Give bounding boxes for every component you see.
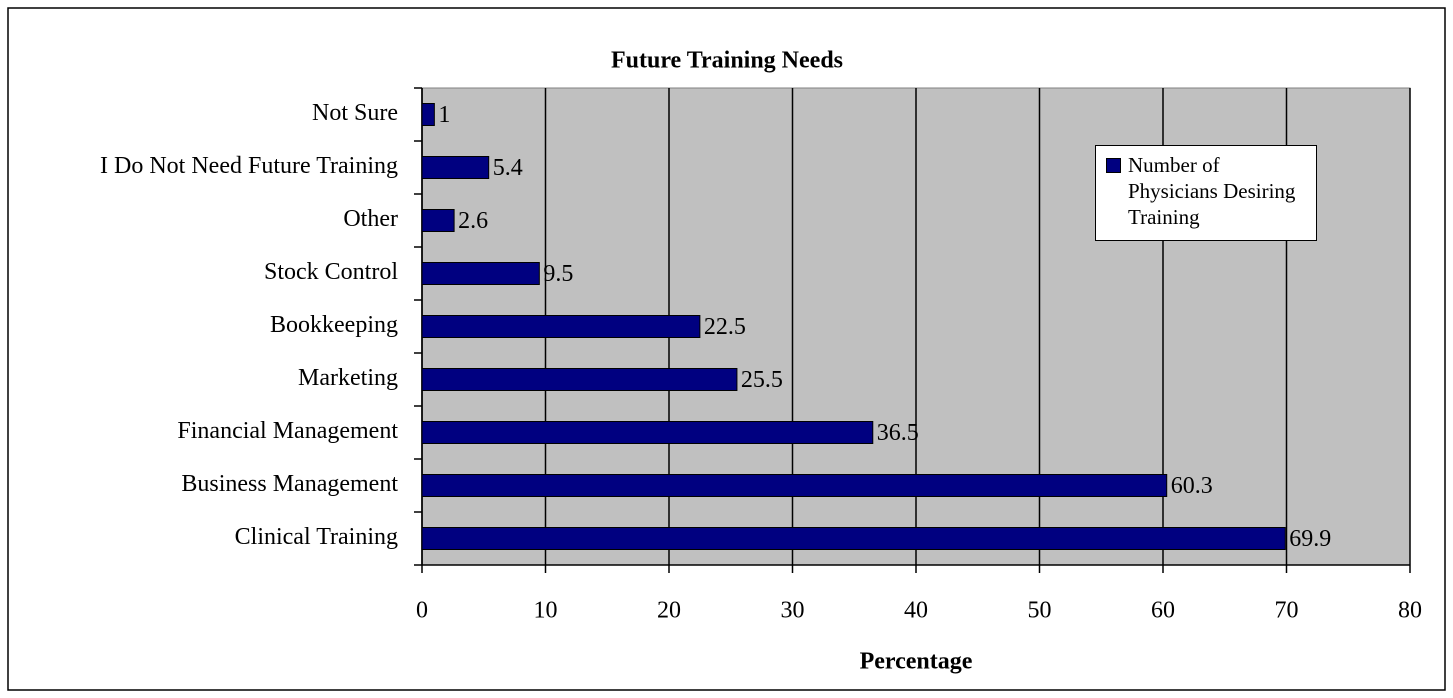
y-tick-label: Clinical Training <box>235 524 398 550</box>
x-tick-label: 30 <box>781 598 805 624</box>
x-tick-label: 50 <box>1028 598 1052 624</box>
x-tick-label: 60 <box>1151 598 1175 624</box>
y-tick-label: Business Management <box>181 471 398 497</box>
data-label: 69.9 <box>1289 526 1331 552</box>
legend-key <box>1106 158 1121 173</box>
y-tick-label: Other <box>343 206 398 232</box>
bar <box>421 368 738 391</box>
data-label: 25.5 <box>741 367 783 393</box>
legend: Number of Physicians Desiring Training <box>1095 145 1317 241</box>
data-label: 22.5 <box>704 314 746 340</box>
bar <box>421 156 490 179</box>
data-label: 36.5 <box>877 420 919 446</box>
y-tick-label: Marketing <box>298 365 398 391</box>
x-axis-title: Percentage <box>860 649 973 675</box>
data-label: 2.6 <box>458 208 488 234</box>
x-tick-label: 20 <box>657 598 681 624</box>
y-tick-label: Not Sure <box>312 100 398 126</box>
y-tick-label: I Do Not Need Future Training <box>100 153 398 179</box>
y-tick-label: Financial Management <box>177 418 398 444</box>
y-tick-label: Stock Control <box>264 259 398 285</box>
x-tick-label: 70 <box>1275 598 1299 624</box>
y-tick-label: Bookkeeping <box>270 312 398 338</box>
x-tick-label: 80 <box>1398 598 1422 624</box>
data-label: 60.3 <box>1171 473 1213 499</box>
x-tick-label: 0 <box>416 598 428 624</box>
bar <box>421 527 1286 550</box>
bar <box>421 103 435 126</box>
bar <box>421 315 701 338</box>
bar <box>421 421 874 444</box>
x-tick-label: 10 <box>534 598 558 624</box>
x-tick-label: 40 <box>904 598 928 624</box>
bar <box>421 262 540 285</box>
bar <box>421 474 1168 497</box>
legend-label: Number of Physicians Desiring Training <box>1128 153 1296 229</box>
bar <box>421 209 455 232</box>
data-label: 1 <box>438 102 450 128</box>
chart-title: Future Training Needs <box>611 48 843 74</box>
data-label: 9.5 <box>543 261 573 287</box>
data-label: 5.4 <box>493 155 523 181</box>
